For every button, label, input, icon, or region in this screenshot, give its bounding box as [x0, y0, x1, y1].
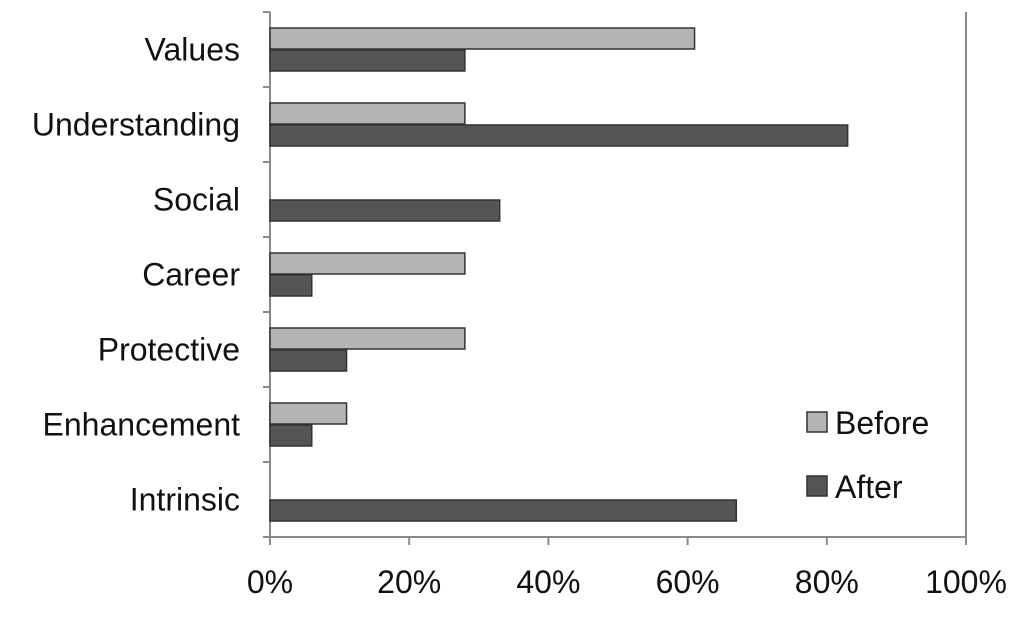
category-label-career: Career [142, 257, 240, 293]
legend-label-before: Before [835, 405, 929, 441]
legend-swatch-after [806, 475, 828, 497]
category-label-social: Social [153, 182, 240, 218]
x-tick-label: 20% [377, 564, 441, 600]
bar-before-understanding [269, 102, 466, 125]
bar-after-values [269, 49, 466, 72]
x-tick-label: 60% [656, 564, 720, 600]
x-tick-label: 0% [247, 564, 293, 600]
bar-after-understanding [269, 124, 849, 147]
bar-before-protective [269, 327, 466, 350]
bar-before-career [269, 252, 466, 275]
x-tick-label: 100% [925, 564, 1007, 600]
bar-before-enhancement [269, 402, 348, 425]
x-tick-label: 80% [795, 564, 859, 600]
bar-after-career [269, 274, 313, 297]
bar-before-values [269, 27, 696, 50]
legend-swatch-before [806, 411, 828, 433]
category-label-enhancement: Enhancement [43, 407, 241, 443]
category-label-values: Values [145, 32, 240, 68]
bar-after-intrinsic [269, 499, 738, 522]
category-label-understanding: Understanding [32, 107, 240, 143]
legend-label-after: After [835, 469, 903, 505]
x-tick-label: 40% [516, 564, 580, 600]
category-label-protective: Protective [98, 332, 240, 368]
category-label-intrinsic: Intrinsic [130, 482, 240, 518]
bar-after-protective [269, 349, 348, 372]
bar-after-enhancement [269, 424, 313, 447]
bar-after-social [269, 199, 501, 222]
